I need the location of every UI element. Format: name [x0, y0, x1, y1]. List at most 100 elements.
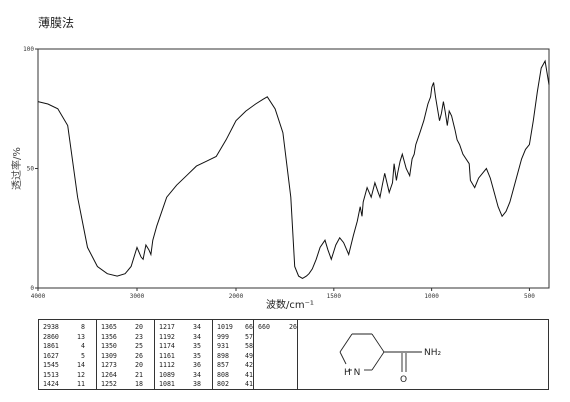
peak-transmittance: 34 [193, 332, 201, 341]
peak-row: 1252 18 [97, 380, 154, 390]
peak-wavenumber: 1350 [101, 342, 117, 350]
y-tick-label: 100 [23, 46, 34, 53]
x-axis-label: 波数/cm⁻¹ [266, 298, 314, 311]
peak-transmittance: 58 [245, 342, 253, 350]
peak-wavenumber: 1424 [43, 380, 59, 388]
peak-row: 1861 4 [39, 342, 96, 352]
oxygen-label: O [400, 375, 407, 385]
peak-row: 1264 21 [97, 371, 154, 381]
x-tick-label: 2000 [229, 293, 244, 300]
peak-transmittance: 26 [289, 323, 297, 331]
peak-wavenumber: 1545 [43, 361, 59, 369]
piperidine-ring [339, 333, 385, 371]
peak-row: 857 42 [213, 361, 253, 371]
peak-transmittance: 35 [193, 351, 201, 360]
peak-row: 1627 5 [39, 352, 96, 362]
peak-wavenumber: 1356 [101, 332, 117, 341]
peak-row: 1112 36 [155, 361, 212, 371]
peak-row: 898 49 [213, 352, 253, 362]
peak-row: 1174 35 [155, 342, 212, 352]
peak-transmittance: 21 [135, 370, 143, 379]
peak-wavenumber: 1273 [101, 361, 117, 369]
peak-transmittance: 20 [135, 361, 143, 369]
peak-transmittance: 41 [245, 380, 253, 388]
peak-transmittance: 14 [77, 361, 85, 369]
peak-wavenumber: 1112 [159, 361, 175, 369]
peak-row: 1350 25 [97, 342, 154, 352]
peak-row: 1192 34 [155, 333, 212, 343]
peak-row: 1089 34 [155, 371, 212, 381]
peak-transmittance: 18 [135, 380, 143, 388]
peak-row: 1309 26 [97, 352, 154, 362]
peak-transmittance: 25 [135, 342, 143, 350]
peak-transmittance: 35 [193, 342, 201, 350]
peak-transmittance: 5 [81, 351, 85, 360]
peak-wavenumber: 1081 [159, 380, 175, 388]
peak-transmittance: 11 [77, 380, 85, 388]
peak-transmittance: 49 [245, 351, 253, 360]
chemical-structure: H N NH₂ O [339, 333, 442, 385]
peak-row: 1019 66 [213, 323, 253, 333]
peak-wavenumber: 1019 [217, 323, 233, 331]
peak-wavenumber: 1513 [43, 370, 59, 379]
peak-row: 1545 14 [39, 361, 96, 371]
peak-column-1: 2938 8 2860 13 1861 4 1627 5 1545 14 1513 12 1424 11 [39, 320, 97, 389]
spectrum-line [37, 59, 550, 279]
x-tick-label: 3000 [130, 293, 145, 300]
peak-row: 931 58 [213, 342, 253, 352]
peak-table: 2938 8 2860 13 1861 4 1627 5 1545 14 1513 12 1424 11 … [38, 319, 549, 390]
x-tick-label: 1500 [327, 293, 342, 300]
y-ticks: 0 50 100 [23, 46, 38, 292]
nh-label: H N [344, 368, 360, 378]
peak-wavenumber: 898 [217, 351, 229, 360]
y-axis-label: 透过率/% [10, 147, 23, 190]
peak-wavenumber: 857 [217, 361, 229, 369]
peak-row: 1161 35 [155, 352, 212, 362]
peak-wavenumber: 1365 [101, 323, 117, 331]
peak-transmittance: 12 [77, 370, 85, 379]
peak-transmittance: 23 [135, 332, 143, 341]
peak-transmittance: 41 [245, 370, 253, 379]
peak-row: 1365 20 [97, 323, 154, 333]
peak-column-4: 1019 66 999 57 931 58 898 49 857 42 808 41 802 41 [213, 320, 254, 389]
peak-transmittance: 34 [193, 370, 201, 379]
peak-transmittance: 8 [81, 323, 85, 331]
peak-transmittance: 36 [193, 361, 201, 369]
peak-wavenumber: 1089 [159, 370, 175, 379]
peak-wavenumber: 1192 [159, 332, 175, 341]
peak-wavenumber: 2938 [43, 323, 59, 331]
peak-wavenumber: 1627 [43, 351, 59, 360]
peak-row: 2860 13 [39, 333, 96, 343]
peak-row: 999 57 [213, 333, 253, 343]
peak-wavenumber: 1264 [101, 370, 117, 379]
ir-spectrum-chart: 4000 3000 2000 1500 1000 500 0 50 100 透过率/% 波数/… [10, 46, 550, 311]
peak-wavenumber: 808 [217, 370, 229, 379]
peak-row: 808 41 [213, 371, 253, 381]
peak-transmittance: 42 [245, 361, 253, 369]
x-tick-label: 500 [524, 293, 535, 300]
peak-row: 1081 38 [155, 380, 212, 390]
peak-transmittance: 26 [135, 351, 143, 360]
y-tick-label: 50 [27, 166, 35, 173]
peak-row: 1217 34 [155, 323, 212, 333]
peak-row: 1356 23 [97, 333, 154, 343]
peak-wavenumber: 660 [258, 323, 270, 331]
peak-wavenumber: 802 [217, 380, 229, 388]
peak-transmittance: 57 [245, 332, 253, 341]
peak-transmittance: 38 [193, 380, 201, 388]
peak-transmittance: 20 [135, 323, 143, 331]
peak-transmittance: 13 [77, 332, 85, 341]
peak-row: 1424 11 [39, 380, 96, 390]
peak-wavenumber: 1861 [43, 342, 59, 350]
peak-row: 802 41 [213, 380, 253, 390]
peak-row: 1273 20 [97, 361, 154, 371]
x-tick-label: 4000 [31, 293, 46, 300]
peak-column-5: 660 26 [254, 320, 298, 389]
peak-column-3: 1217 34 1192 34 1174 35 1161 35 1112 36 1089 34 1081… [155, 320, 213, 389]
x-tick-label: 1000 [424, 293, 439, 300]
nh2-label: NH₂ [424, 348, 442, 358]
x-ticks: 4000 3000 2000 1500 1000 500 [31, 288, 535, 300]
peak-wavenumber: 1252 [101, 380, 117, 388]
peak-wavenumber: 1174 [159, 342, 175, 350]
y-tick-label: 0 [30, 285, 34, 292]
